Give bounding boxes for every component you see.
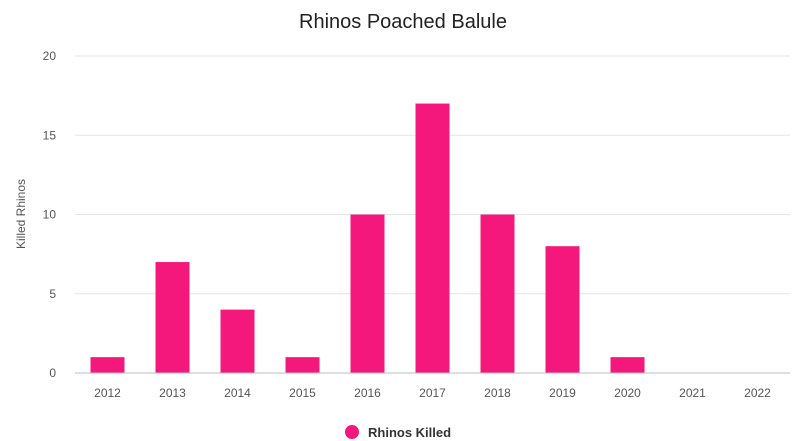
x-tick-label-2016: 2016: [354, 386, 381, 400]
bar-2020: [610, 357, 645, 373]
y-tick-label-20: 20: [43, 49, 57, 63]
x-tick-label-2017: 2017: [419, 386, 446, 400]
y-tick-label-10: 10: [43, 208, 57, 222]
chart-title: Rhinos Poached Balule: [299, 11, 507, 33]
y-axis-ticks: 0 5 10 15 20: [43, 49, 57, 380]
x-tick-label-2012: 2012: [94, 386, 121, 400]
legend-swatch-rhinos-killed: [345, 425, 359, 439]
x-tick-label-2015: 2015: [289, 386, 316, 400]
legend-label-rhinos-killed: Rhinos Killed: [368, 425, 451, 440]
bar-2017: [415, 103, 450, 374]
y-axis-label: Killed Rhinos: [14, 179, 28, 249]
x-tick-label-2020: 2020: [614, 386, 641, 400]
bar-2012: [90, 357, 125, 373]
x-tick-label-2021: 2021: [679, 386, 706, 400]
bar-2019: [545, 246, 580, 373]
bar-2018: [480, 214, 515, 373]
x-axis-ticks: 2012 2013 2014 2015 2016 2017 2018 2019 2020 2021…: [94, 386, 771, 400]
y-tick-label-5: 5: [49, 287, 56, 301]
y-tick-label-15: 15: [43, 128, 57, 142]
legend: Rhinos Killed: [345, 425, 451, 440]
x-tick-label-2014: 2014: [224, 386, 251, 400]
bar-2013: [155, 262, 190, 373]
bar-2015: [285, 357, 320, 373]
x-tick-label-2022: 2022: [744, 386, 771, 400]
x-tick-label-2019: 2019: [549, 386, 576, 400]
bars: [90, 103, 645, 374]
bar-2014: [220, 309, 255, 373]
y-tick-label-0: 0: [49, 366, 56, 380]
x-tick-label-2013: 2013: [159, 386, 186, 400]
x-tick-label-2018: 2018: [484, 386, 511, 400]
bar-2016: [350, 214, 385, 373]
